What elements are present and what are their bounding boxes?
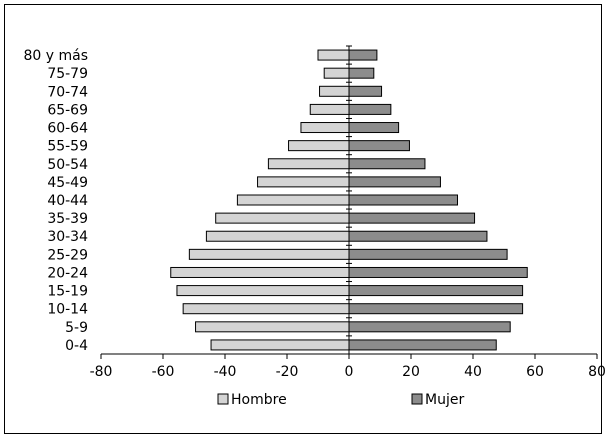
legend-label-mujer: Mujer (425, 392, 464, 408)
bar-hombre-15 (323, 67, 350, 79)
bar-hombre-6 (205, 230, 350, 242)
bar-mujer-14 (348, 85, 383, 97)
bar-mujer-13 (348, 103, 392, 115)
legend-label-hombre: Hombre (231, 392, 287, 408)
y-tick-label: 30-34 (47, 229, 88, 245)
bar-mujer-6 (348, 230, 488, 242)
bar-mujer-10 (348, 158, 426, 170)
legend-swatch-mujer (411, 393, 423, 405)
bar-mujer-8 (348, 194, 458, 206)
bar-hombre-5 (188, 248, 350, 260)
bar-hombre-1 (195, 321, 350, 333)
bar-mujer-3 (348, 285, 524, 297)
x-tick-label: -40 (214, 364, 237, 380)
bar-hombre-13 (309, 103, 350, 115)
y-tick-label: 5-9 (65, 320, 88, 336)
bar-hombre-4 (170, 266, 350, 278)
x-tick-label: -20 (276, 364, 299, 380)
bar-mujer-11 (348, 140, 410, 152)
bar-hombre-7 (215, 212, 350, 224)
bar-mujer-1 (348, 321, 511, 333)
x-tick-label: 20 (402, 364, 420, 380)
y-tick-label: 80 y más (23, 48, 88, 64)
y-tick-label: 55-59 (47, 139, 88, 155)
bar-hombre-11 (288, 140, 350, 152)
y-tick-label: 50-54 (47, 157, 88, 173)
y-tick-label: 60-64 (47, 121, 88, 137)
bar-hombre-10 (267, 158, 350, 170)
y-tick-label: 35-39 (47, 211, 88, 227)
bar-hombre-0 (210, 339, 350, 351)
bar-hombre-16 (317, 49, 350, 61)
bar-mujer-5 (348, 248, 508, 260)
bar-mujer-15 (348, 67, 375, 79)
bar-hombre-2 (182, 303, 350, 315)
bar-mujer-16 (348, 49, 378, 61)
bar-hombre-12 (300, 122, 350, 134)
x-tick-label: 40 (464, 364, 482, 380)
y-tick-label: 70-74 (47, 84, 88, 100)
bar-mujer-2 (348, 303, 524, 315)
y-tick-label: 0-4 (65, 338, 88, 354)
y-tick-label: 45-49 (47, 175, 88, 191)
y-tick-label: 10-14 (47, 302, 88, 318)
x-tick-label: 0 (345, 364, 354, 380)
y-tick-label: 20-24 (47, 265, 88, 281)
bar-mujer-12 (348, 122, 400, 134)
legend-swatch-hombre (217, 393, 229, 405)
y-tick-label: 75-79 (47, 66, 88, 82)
bar-mujer-4 (348, 266, 528, 278)
x-tick-label: -60 (152, 364, 175, 380)
x-tick-label: -80 (90, 364, 113, 380)
bar-mujer-0 (348, 339, 497, 351)
y-tick-label: 25-29 (47, 247, 88, 263)
bar-hombre-9 (257, 176, 350, 188)
bar-hombre-8 (236, 194, 350, 206)
y-tick-label: 15-19 (47, 284, 88, 300)
x-tick-label: 60 (526, 364, 544, 380)
y-tick-label: 40-44 (47, 193, 88, 209)
x-tick-label: 80 (588, 364, 606, 380)
y-tick-label: 65-69 (47, 102, 88, 118)
bar-hombre-3 (176, 285, 350, 297)
bar-hombre-14 (319, 85, 350, 97)
bar-mujer-7 (348, 212, 476, 224)
bar-mujer-9 (348, 176, 441, 188)
